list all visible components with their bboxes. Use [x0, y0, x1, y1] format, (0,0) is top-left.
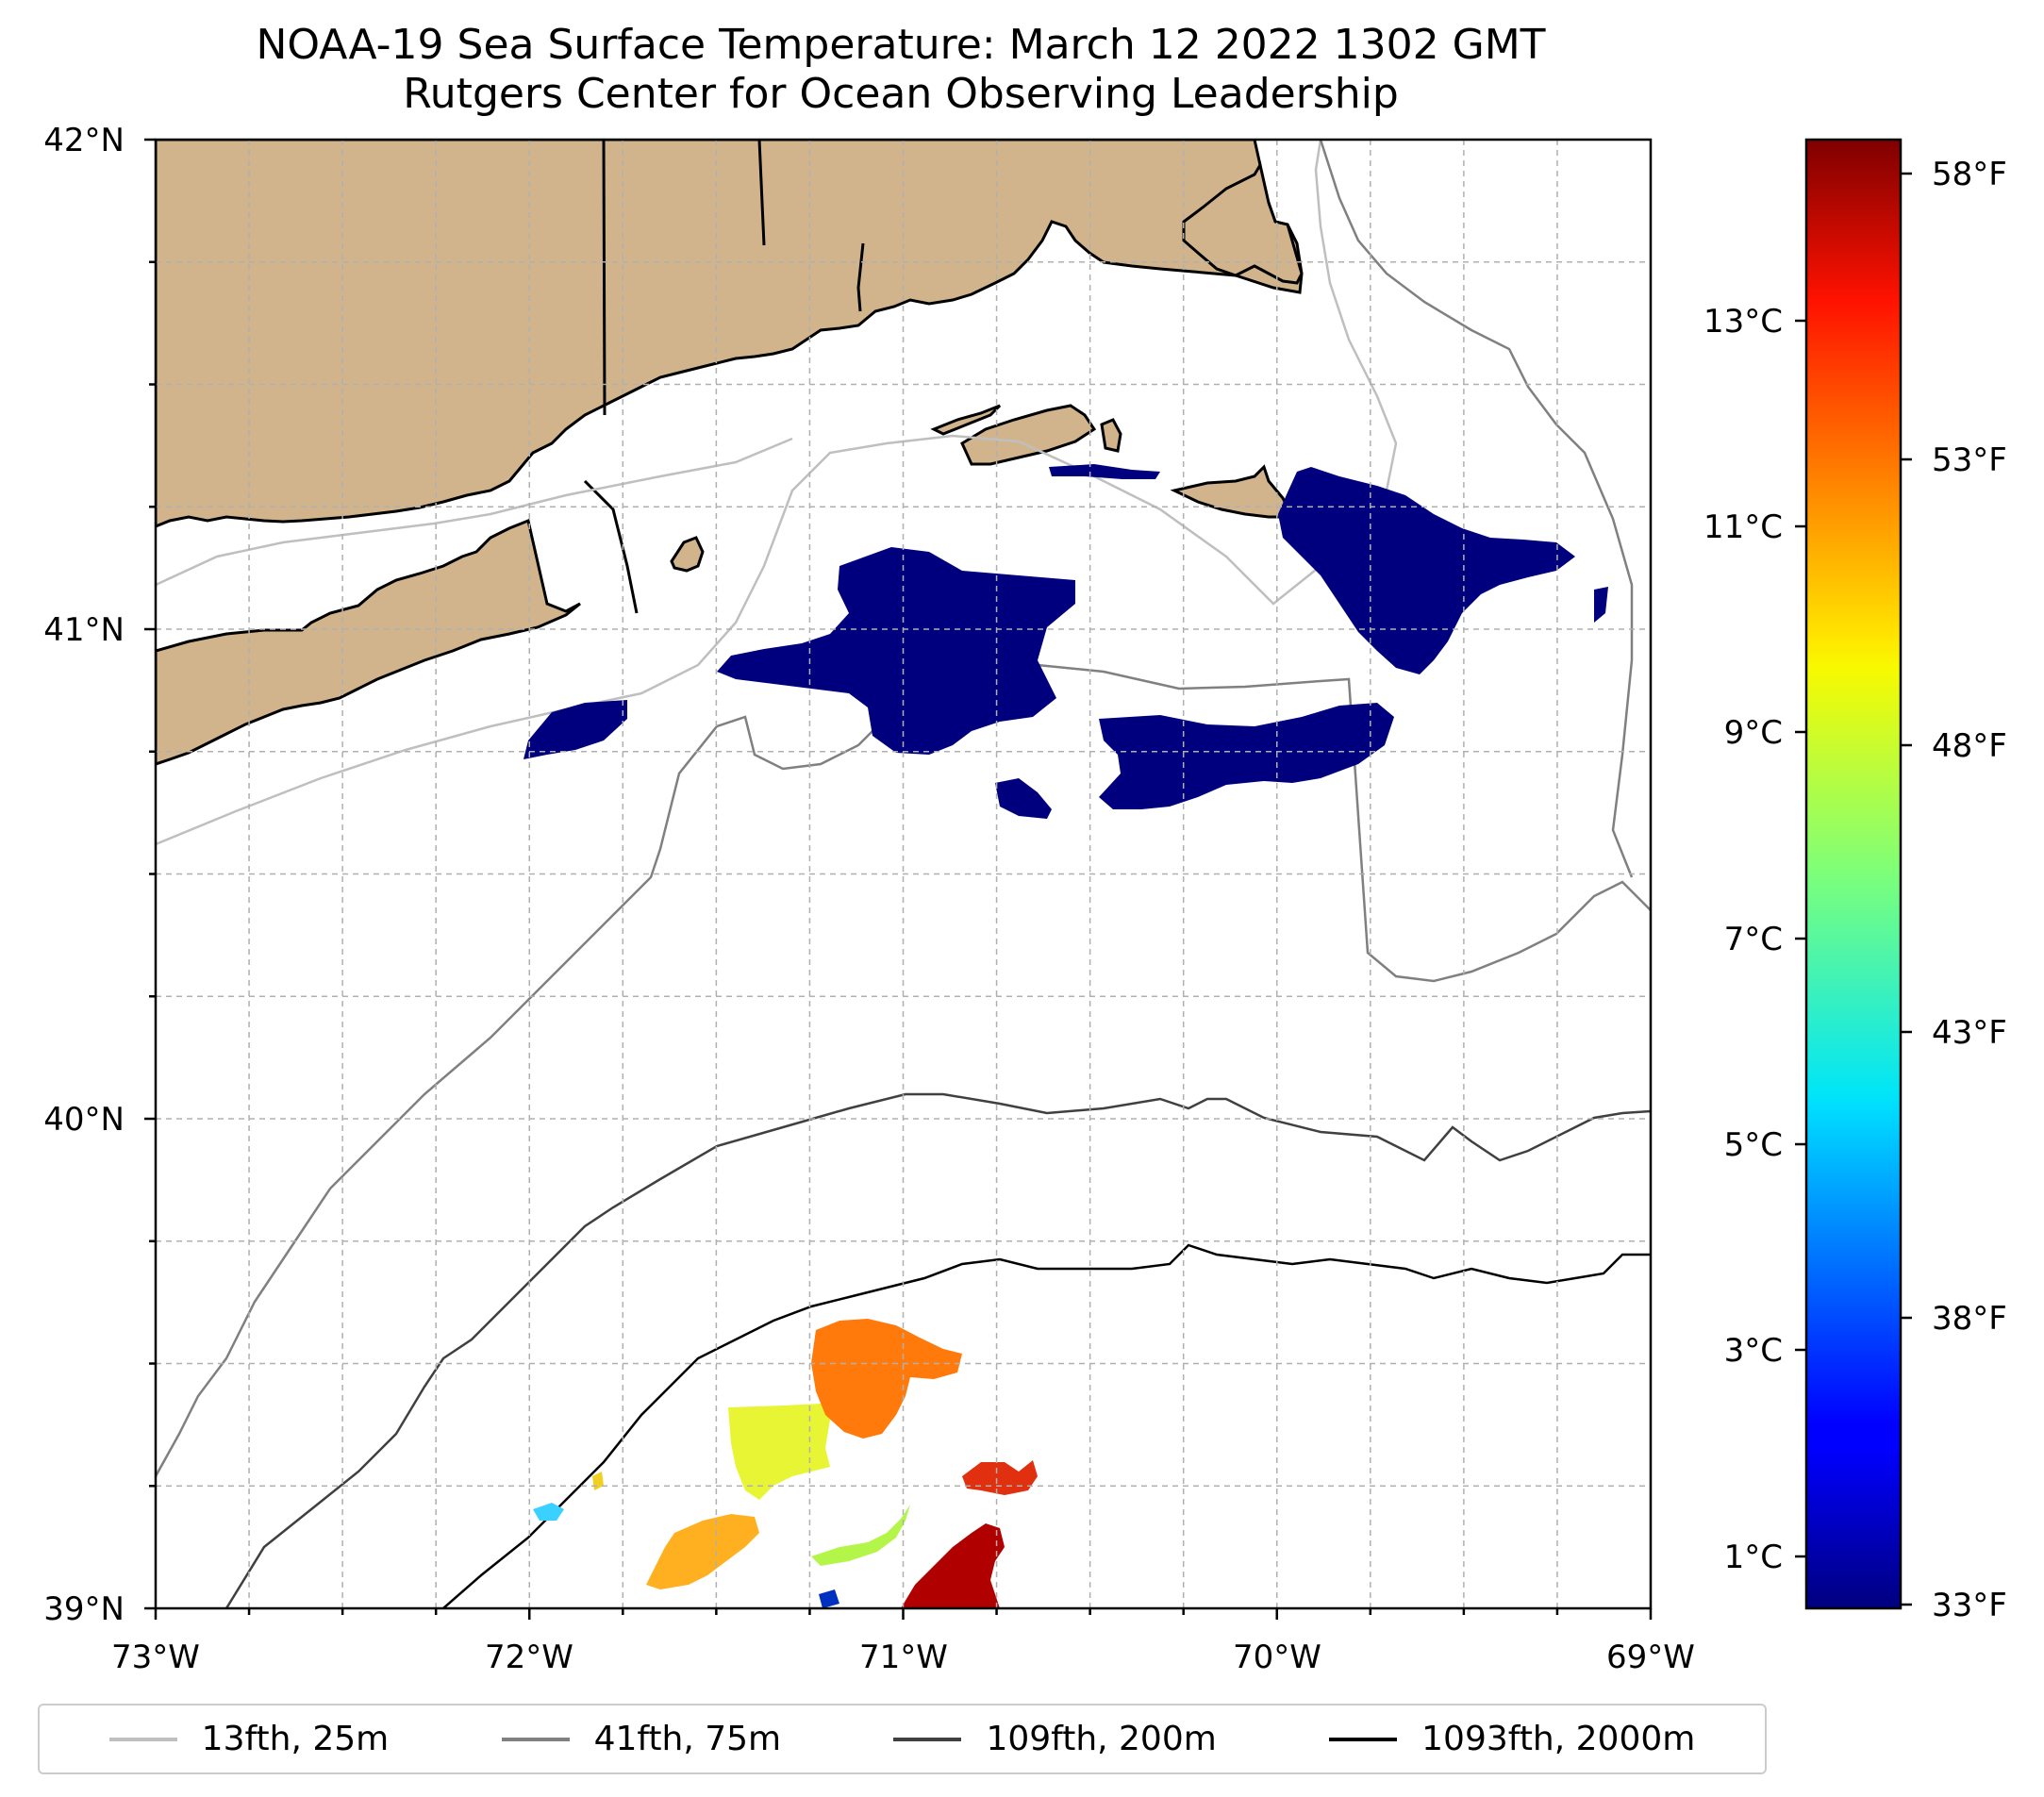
y-tick-label-40n: 40°N: [43, 1101, 125, 1139]
y-tick-label-39n: 39°N: [43, 1590, 125, 1628]
chart-title: NOAA-19 Sea Surface Temperature: March 1…: [151, 21, 1651, 119]
sst-patch-west: [523, 700, 627, 759]
boundaries: [583, 140, 865, 614]
x-tick-label-70w: 70°W: [1233, 1639, 1321, 1676]
gridlines: [156, 140, 1651, 1608]
land-masses: [156, 140, 1304, 766]
sst-patch-dark-red: [901, 1523, 1005, 1608]
isobath-25m: [156, 140, 1398, 846]
isobath-legend: 13fth, 25m 41fth, 75m 109fth, 200m 1093f…: [38, 1704, 1767, 1774]
cbar-c-11: 11°C: [1703, 508, 1783, 546]
sst-patch-orange-north: [811, 1319, 962, 1439]
sst-patch-small: [995, 778, 1052, 819]
cbar-f-53: 53°F: [1932, 441, 2007, 479]
colorbar-fahrenheit-labels: 58°F 53°F 48°F 43°F 38°F 33°F: [1932, 156, 2007, 1624]
legend-swatch-2000m: [1329, 1737, 1398, 1741]
sst-patch-yellow-west: [728, 1404, 830, 1500]
x-axis-labels: 73°W 72°W 71°W 70°W 69°W: [111, 1639, 1695, 1676]
y-tick-label-41n: 41°N: [43, 611, 125, 649]
legend-item-75m: 41fth, 75m: [501, 1720, 782, 1758]
x-tick-label-72w: 72°W: [485, 1639, 573, 1676]
cbar-c-7: 7°C: [1724, 921, 1783, 958]
x-tick-label-73w: 73°W: [111, 1639, 200, 1676]
cbar-f-48: 48°F: [1932, 727, 2007, 765]
cbar-f-38: 38°F: [1932, 1300, 2007, 1338]
title-line-1: NOAA-19 Sea Surface Temperature: March 1…: [256, 21, 1546, 69]
title-line-2: Rutgers Center for Ocean Observing Leade…: [403, 70, 1399, 118]
cbar-f-33: 33°F: [1932, 1587, 2007, 1624]
cape-cod: [1182, 161, 1304, 285]
legend-label-200m: 109fth, 200m: [986, 1720, 1217, 1758]
isobaths: [156, 140, 1651, 1608]
sst-patch-yellow-dot: [592, 1472, 604, 1490]
cbar-c-13: 13°C: [1703, 303, 1783, 341]
elizabeth-islands: [930, 404, 1002, 436]
legend-label-25m: 13fth, 25m: [201, 1720, 390, 1758]
legend-swatch-25m: [108, 1737, 177, 1741]
isobath-200m: [224, 1092, 1651, 1608]
cbar-c-1: 1°C: [1724, 1539, 1783, 1576]
sst-patch-southeast: [1099, 703, 1394, 809]
cbar-f-43: 43°F: [1932, 1014, 2007, 1052]
sst-patch-cape-strip: [1049, 464, 1160, 479]
cbar-c-5: 5°C: [1724, 1126, 1783, 1164]
mainland-new-england: [156, 140, 1304, 528]
colorbar-ticks: [1795, 172, 1912, 1606]
block-island: [670, 536, 705, 573]
sst-patch-mixed-sw: [646, 1514, 759, 1589]
sst-patch-ne-edge: [1594, 587, 1608, 623]
legend-item-2000m: 1093fth, 2000m: [1329, 1720, 1695, 1758]
long-island: [156, 518, 581, 766]
marthas-vineyard: [960, 404, 1097, 466]
legend-label-75m: 41fth, 75m: [593, 1720, 782, 1758]
legend-item-200m: 109fth, 200m: [893, 1720, 1217, 1758]
colorbar-celsius-labels: 13°C 11°C 9°C 7°C 5°C 3°C 1°C: [1703, 303, 1783, 1576]
isobath-75m: [156, 663, 1651, 1477]
colorbar-gradient: [1804, 138, 1903, 1610]
cbar-c-9: 9°C: [1724, 714, 1783, 752]
axis-ticks: [144, 138, 1653, 1620]
y-axis-labels: 42°N 41°N 40°N 39°N: [43, 122, 125, 1628]
cold-sst-patches: [523, 464, 1608, 819]
legend-swatch-200m: [893, 1737, 962, 1741]
sst-patch-blue-bottom: [819, 1589, 839, 1608]
y-tick-label-42n: 42°N: [43, 122, 125, 159]
warm-sst-patches: [533, 1319, 1038, 1608]
isobath-75m-b: [1319, 140, 1634, 878]
sst-patch-red-east: [962, 1460, 1038, 1495]
isobath-2000m: [442, 1243, 1651, 1608]
colorbar: 13°C 11°C 9°C 7°C 5°C 3°C 1°C 58°F 53°F …: [1703, 138, 2007, 1624]
sst-patch-cyan-dot: [533, 1503, 564, 1521]
nantucket: [1170, 464, 1295, 519]
x-tick-label-71w: 71°W: [859, 1639, 948, 1676]
legend-swatch-75m: [501, 1737, 570, 1741]
sst-patch-central: [717, 547, 1075, 755]
cbar-c-3: 3°C: [1724, 1332, 1783, 1370]
cbar-f-58: 58°F: [1932, 156, 2007, 193]
sst-patch-green-strip: [811, 1505, 910, 1566]
legend-item-25m: 13fth, 25m: [108, 1720, 390, 1758]
x-tick-label-69w: 69°W: [1606, 1639, 1695, 1676]
isobath-25m-b: [156, 437, 793, 587]
sst-patch-northeast: [1278, 467, 1575, 674]
legend-label-2000m: 1093fth, 2000m: [1421, 1720, 1696, 1758]
no-mans-land: [1100, 418, 1122, 453]
